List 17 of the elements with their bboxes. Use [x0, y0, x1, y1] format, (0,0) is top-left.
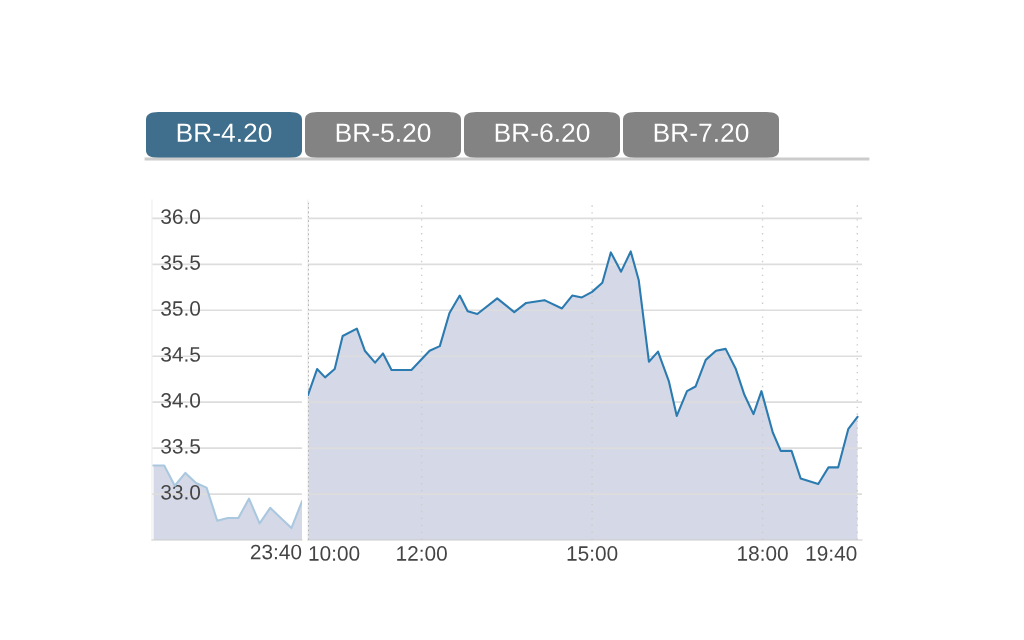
x-tick-label: 12:00: [397, 546, 447, 561]
text: BR-5.20: [336, 123, 431, 143]
y-tick-label: 33.5: [161, 438, 201, 454]
y-tick-label: 34.5: [161, 347, 201, 362]
y-tick-label: 35.0: [161, 301, 201, 316]
y-tick-label: 36.0: [161, 209, 201, 224]
x-tick-label: 19:40: [806, 546, 857, 561]
y-tick-label: 35.5: [161, 255, 201, 270]
x-tick-label: 10:00: [309, 546, 360, 561]
y-tick-label: 33.0: [161, 484, 201, 500]
y-tick-label: 34.0: [161, 393, 201, 408]
text: 23:40: [250, 544, 302, 560]
x-tick-label: 18:00: [738, 546, 788, 561]
text: BR-7.20: [654, 123, 749, 143]
text: BR-6.20: [495, 123, 590, 143]
x-tick-label: 15:00: [567, 546, 618, 561]
text: BR-4.20: [177, 123, 272, 143]
